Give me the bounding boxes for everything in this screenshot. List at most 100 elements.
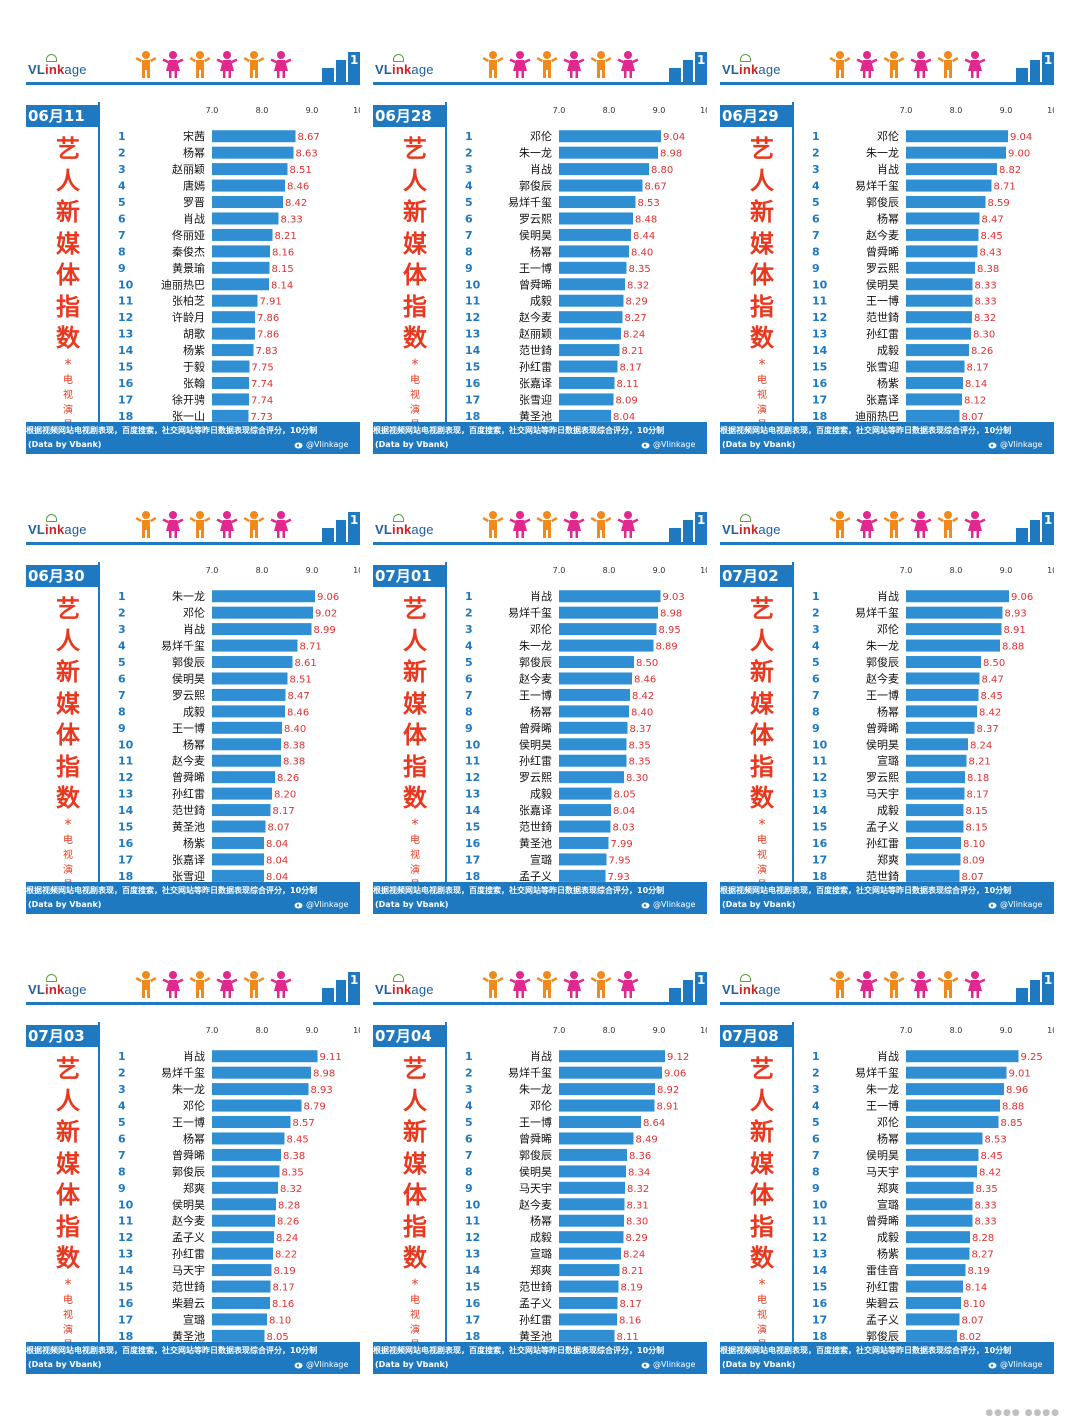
score-bar [906, 1099, 1000, 1112]
score-value: 8.48 [635, 214, 657, 225]
score-bar [212, 754, 281, 767]
score-bar [906, 1148, 979, 1161]
artist-name: 罗云熙 [172, 689, 205, 702]
score-value: 8.33 [975, 297, 997, 308]
score-value: 8.99 [314, 625, 336, 636]
rank-label: 1 [465, 590, 473, 603]
score-value: 8.31 [627, 1200, 649, 1211]
brand-v: VL [375, 62, 393, 77]
corner-digit: 2 [324, 975, 332, 989]
artist-name: 肖战 [183, 622, 205, 636]
rank-label: 2 [812, 147, 820, 160]
score-bar [212, 820, 266, 833]
rank-label: 3 [812, 1083, 820, 1096]
chart-panel: VLinkage2107月02日艺人新媒体指数*电视演员7.08.09.010.… [720, 490, 1054, 936]
artist-name: 宣璐 [183, 1312, 205, 1326]
score-value: 8.67 [645, 182, 667, 193]
score-bar [559, 1148, 627, 1161]
rank-label: 8 [812, 245, 820, 258]
chart-panel: VLinkage2106月28日艺人新媒体指数*电视演员7.08.09.010.… [373, 30, 707, 476]
artist-name: 马天宇 [866, 788, 899, 801]
side-subtitle-char: 电 [63, 374, 73, 386]
footer-note: 根据视频网站电视剧表现，百度搜索，社交网站等昨日数据表现综合评分，10分制 [26, 886, 318, 895]
person-pink-icon [216, 511, 238, 538]
rank-label: 17 [465, 393, 480, 406]
x-tick-label: 7.0 [553, 106, 566, 115]
footer-bar [720, 422, 1054, 454]
score-value: 8.20 [274, 790, 296, 801]
rank-label: 14 [812, 1264, 828, 1277]
artist-name: 朱一龙 [172, 590, 205, 603]
person-pink-icon [270, 511, 292, 538]
rank-label: 9 [812, 262, 820, 275]
artist-name: 易烊千玺 [508, 606, 552, 620]
side-title-char: 指 [56, 1212, 80, 1241]
rank-label: 15 [465, 821, 480, 834]
score-value: 8.29 [626, 1233, 648, 1244]
score-bar [212, 1329, 265, 1342]
side-title-char: 艺 [56, 1055, 80, 1083]
brand-logo: VLinkage [722, 62, 781, 77]
rank-label: 10 [812, 738, 828, 751]
side-subtitle-char: 演 [63, 404, 73, 416]
weibo-handle: @Vlinkage [306, 900, 349, 909]
x-tick-label: 7.0 [900, 1026, 913, 1035]
score-bar [559, 212, 633, 225]
artist-name: 王一博 [519, 262, 552, 275]
side-subtitle-char: 视 [410, 849, 420, 861]
score-bar [212, 1066, 311, 1079]
weibo-icon [294, 902, 303, 909]
person-orange-icon [829, 511, 851, 538]
side-title-char: 艺 [403, 595, 427, 623]
score-value: 8.53 [985, 1134, 1007, 1145]
score-value: 8.40 [284, 724, 306, 735]
side-title-char: 体 [56, 1181, 80, 1209]
rank-label: 4 [118, 180, 126, 193]
weibo-icon [641, 1362, 650, 1369]
score-bar [559, 179, 643, 192]
artist-name: 罗晋 [183, 196, 205, 209]
side-title-char: 指 [403, 1212, 427, 1241]
brand-link: ink [392, 522, 412, 537]
artist-name: 赵今麦 [519, 1197, 552, 1211]
artist-name: 曾舜晞 [866, 721, 899, 735]
artist-name: 宣璐 [530, 852, 552, 866]
side-subtitle-char: 电 [757, 834, 767, 846]
artist-name: 赵今麦 [519, 671, 552, 685]
score-value: 8.10 [269, 1315, 291, 1326]
bar-chart: 7.0 8.0 9.0 10.0 1 朱一龙 9.06 2 邓伦 9.02 3 肖战 8.99 4 易烊千玺… [118, 566, 360, 912]
score-value: 8.91 [657, 1102, 679, 1113]
brand-link: ink [45, 982, 65, 997]
artist-name: 宣璐 [877, 754, 899, 768]
side-subtitle-char: 演 [63, 1324, 73, 1336]
score-bar [212, 1247, 273, 1260]
watermark-dots: ●●●● ●●●● [985, 1408, 1060, 1418]
artist-name: 佟丽娅 [172, 228, 205, 242]
brand-link: ink [392, 62, 412, 77]
score-value: 8.15 [966, 806, 988, 817]
side-title-char: 指 [56, 292, 80, 321]
person-orange-icon [883, 51, 905, 78]
score-value: 9.06 [1011, 592, 1033, 603]
score-value: 7.99 [611, 839, 633, 850]
side-title-char: 艺 [750, 595, 774, 623]
artist-name: 黄圣池 [172, 1329, 205, 1343]
weibo-handle: @Vlinkage [306, 1360, 349, 1369]
rank-label: 1 [118, 590, 126, 603]
score-bar [559, 1198, 625, 1211]
rank-label: 12 [465, 1231, 480, 1244]
rank-label: 8 [118, 705, 126, 718]
person-orange-icon [243, 971, 265, 998]
artist-name: 曾舜晞 [519, 721, 552, 735]
rank-label: 9 [812, 722, 820, 735]
chart-panel: VLinkage2107月08日艺人新媒体指数*电视演员7.08.09.010.… [720, 950, 1054, 1396]
rank-label: 4 [812, 1100, 820, 1113]
rank-label: 18 [118, 1330, 133, 1343]
rank-label: 10 [812, 278, 828, 291]
artist-name: 易烊千玺 [508, 195, 552, 209]
leaf-icon [740, 514, 751, 522]
rank-label: 3 [118, 163, 126, 176]
